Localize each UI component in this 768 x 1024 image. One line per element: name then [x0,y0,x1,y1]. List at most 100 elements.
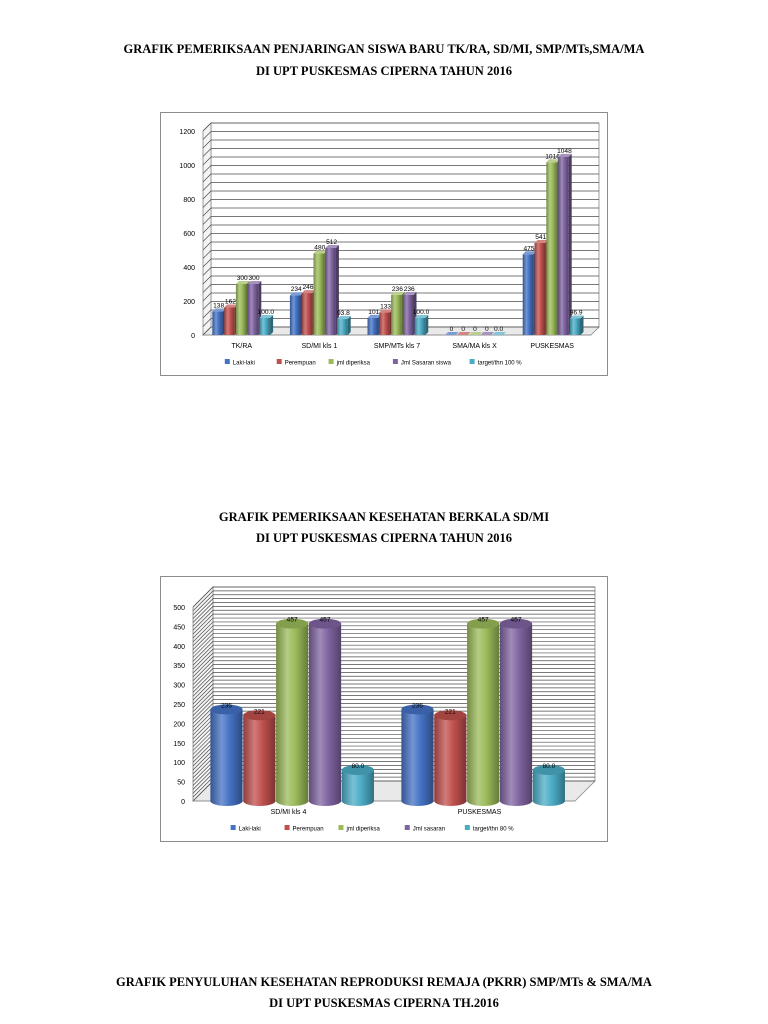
chart1-gridline [202,207,599,217]
chart1-category-label: SMP/MTs kls 7 [374,343,420,350]
chart1-data-label: 101 [368,309,379,316]
chart1-gridline [202,301,599,310]
chart1-category-label: SMA/MA kls X [452,343,497,350]
chart1-gridline [202,250,599,259]
chart1-bar-laki-laki-smp-mts-kls-7 [367,314,382,335]
chart2-bar-perempuan-puskesmas [434,710,467,806]
chart2-bar-jml-diperiksa-puskesmas [467,618,500,806]
chart1-gridline [202,275,599,285]
chart1-gridline [202,309,599,319]
chart1-bar-target-thn-100-tk-ra [259,315,274,335]
chart2-title-line2: DI UPT PUSKESMAS CIPERNA TAHUN 2016 [256,531,512,545]
chart1-gridline [202,165,599,174]
chart1-data-label: 100.0 [258,309,275,316]
chart1-bar-jml-diperiksa-tk-ra [235,281,250,335]
chart2-bar-jml-diperiksa-sd-mi-kls-4 [276,618,309,806]
chart2-legend-swatch-perempuan [284,825,290,830]
chart2-gridline [192,609,595,631]
chart2-svg: 0 50 100 150 200 250 300 350 400 450 500 SD/MI kls … [173,586,596,833]
chart2-data-label: 80.0 [351,763,364,770]
chart2-gridline [192,590,595,612]
chart1-data-label: 300 [237,275,248,282]
chart2-data-label: 221 [445,708,456,715]
chart1-gridline [202,148,599,157]
chart1-legend-label-perempuan: Perempuan [285,361,316,367]
chart1-bar-laki-laki-puskesmas [522,251,537,335]
chart1-gridline [202,326,599,336]
chart2-legend-label-jml-sasaran: Jml sasaran [413,827,445,833]
chart1-gridline [202,216,599,225]
chart1-gridline [202,139,599,149]
chart2-bar-target-thn-80-sd-mi-kls-4 [341,764,374,806]
chart2-bar-laki-laki-puskesmas [401,704,434,806]
chart1-data-label: 162 [225,298,236,305]
chart1-bar-jml-diperiksa-sd-mi-kls-1 [313,250,328,335]
chart2-ytick-label: 0 [181,799,185,806]
chart1-ytick-label: 200 [183,299,195,306]
chart1-data-label: 138 [213,303,224,310]
chart2-ytick-label: 250 [173,702,185,709]
chart1-data-label: 96.9 [570,310,583,317]
chart1-bar-jml-sasaran-siswa-sma-ma-kls-x [480,332,495,335]
chart1-bar-jml-sasaran-siswa-tk-ra [247,281,262,335]
chart1-bar-target-thn-100-sma-ma-kls-x [492,332,506,335]
chart1-bar-perempuan-smp-mts-kls-7 [379,309,393,335]
chart1-data-label: 100.0 [413,309,430,316]
chart1-data-label: 300 [248,275,259,282]
chart1-bar-laki-laki-sma-ma-kls-x [445,332,459,335]
chart2-gridline [192,594,595,616]
chart1-data-label: 1048 [557,148,572,155]
chart1-gridline [202,233,599,242]
chart2-gridline [192,586,595,608]
chart1-data-label: 541 [535,234,546,241]
chart1-data-label: 133 [380,303,391,310]
chart2-data-label: 457 [287,617,298,624]
chart2-bar-laki-laki-sd-mi-kls-4 [210,704,243,806]
chart1-legend-label-target-thn-100: target/thn 100 % [478,361,523,367]
chart2-bar-jml-sasaran-puskesmas [499,618,533,806]
chart1-legend-label-jml-diperiksa: jml diperiksa [336,361,371,367]
chart1-ytick-label: 1200 [179,129,195,136]
chart2-gridline [192,606,595,627]
chart2-ytick-label: 350 [173,663,185,670]
chart1-gridline [202,258,599,268]
chart2-data-label: 221 [254,708,265,715]
chart1-ytick-label: 600 [183,231,195,238]
chart2-data-label: 457 [511,617,522,624]
chart1-gridline [202,190,599,200]
chart1-gridline [202,173,599,183]
chart1-gridline [202,199,599,208]
chart2-bar-jml-sasaran-sd-mi-kls-4 [308,618,342,806]
chart1-bar-jml-sasaran-siswa-sd-mi-kls-1 [325,244,339,335]
chart2-gridline [192,598,595,619]
chart2-ytick-label: 400 [173,644,185,651]
chart1-ytick-label: 0 [191,333,195,340]
chart2-legend-label-target-thn-80: target/thn 80 % [473,827,514,833]
chart1-gridline [202,318,599,327]
chart2-data-label: 236 [412,702,423,709]
chart1-gridline [202,122,599,132]
chart1-legend-swatch-target-thn-100 [469,359,475,364]
chart1-bar-laki-laki-tk-ra [212,308,226,335]
chart1-bar-perempuan-puskesmas [534,240,549,335]
chart1-gridline [202,131,599,140]
chart2-bar-perempuan-sd-mi-kls-4 [243,710,276,806]
chart1-bar-jml-diperiksa-sma-ma-kls-x [468,332,483,335]
chart1-ytick-label: 1000 [179,163,195,170]
chart1-category-label: TK/RA [231,343,252,350]
chart2-legend-label-laki-laki: Laki-laki [239,827,261,833]
chart1-category-label: PUSKESMAS [530,343,574,350]
chart1-gridline [202,182,599,191]
chart1-data-label: 0 [450,326,454,333]
chart2-category-label: PUSKESMAS [458,809,502,816]
chart2-ytick-label: 100 [173,760,185,767]
chart1-data-label: 0 [485,326,489,333]
chart1-gridline [202,292,599,302]
chart1-legend-swatch-jml-sasaran-siswa [392,359,398,364]
chart2-gridline [192,621,595,643]
chart1-data-label: 0.0 [494,326,503,333]
chart1-bar-jml-sasaran-siswa-puskesmas [558,153,572,335]
chart1-data-label: 512 [326,239,337,246]
chart1-legend-label-jml-sasaran-siswa: Jml Sasaran siswa [401,361,452,367]
